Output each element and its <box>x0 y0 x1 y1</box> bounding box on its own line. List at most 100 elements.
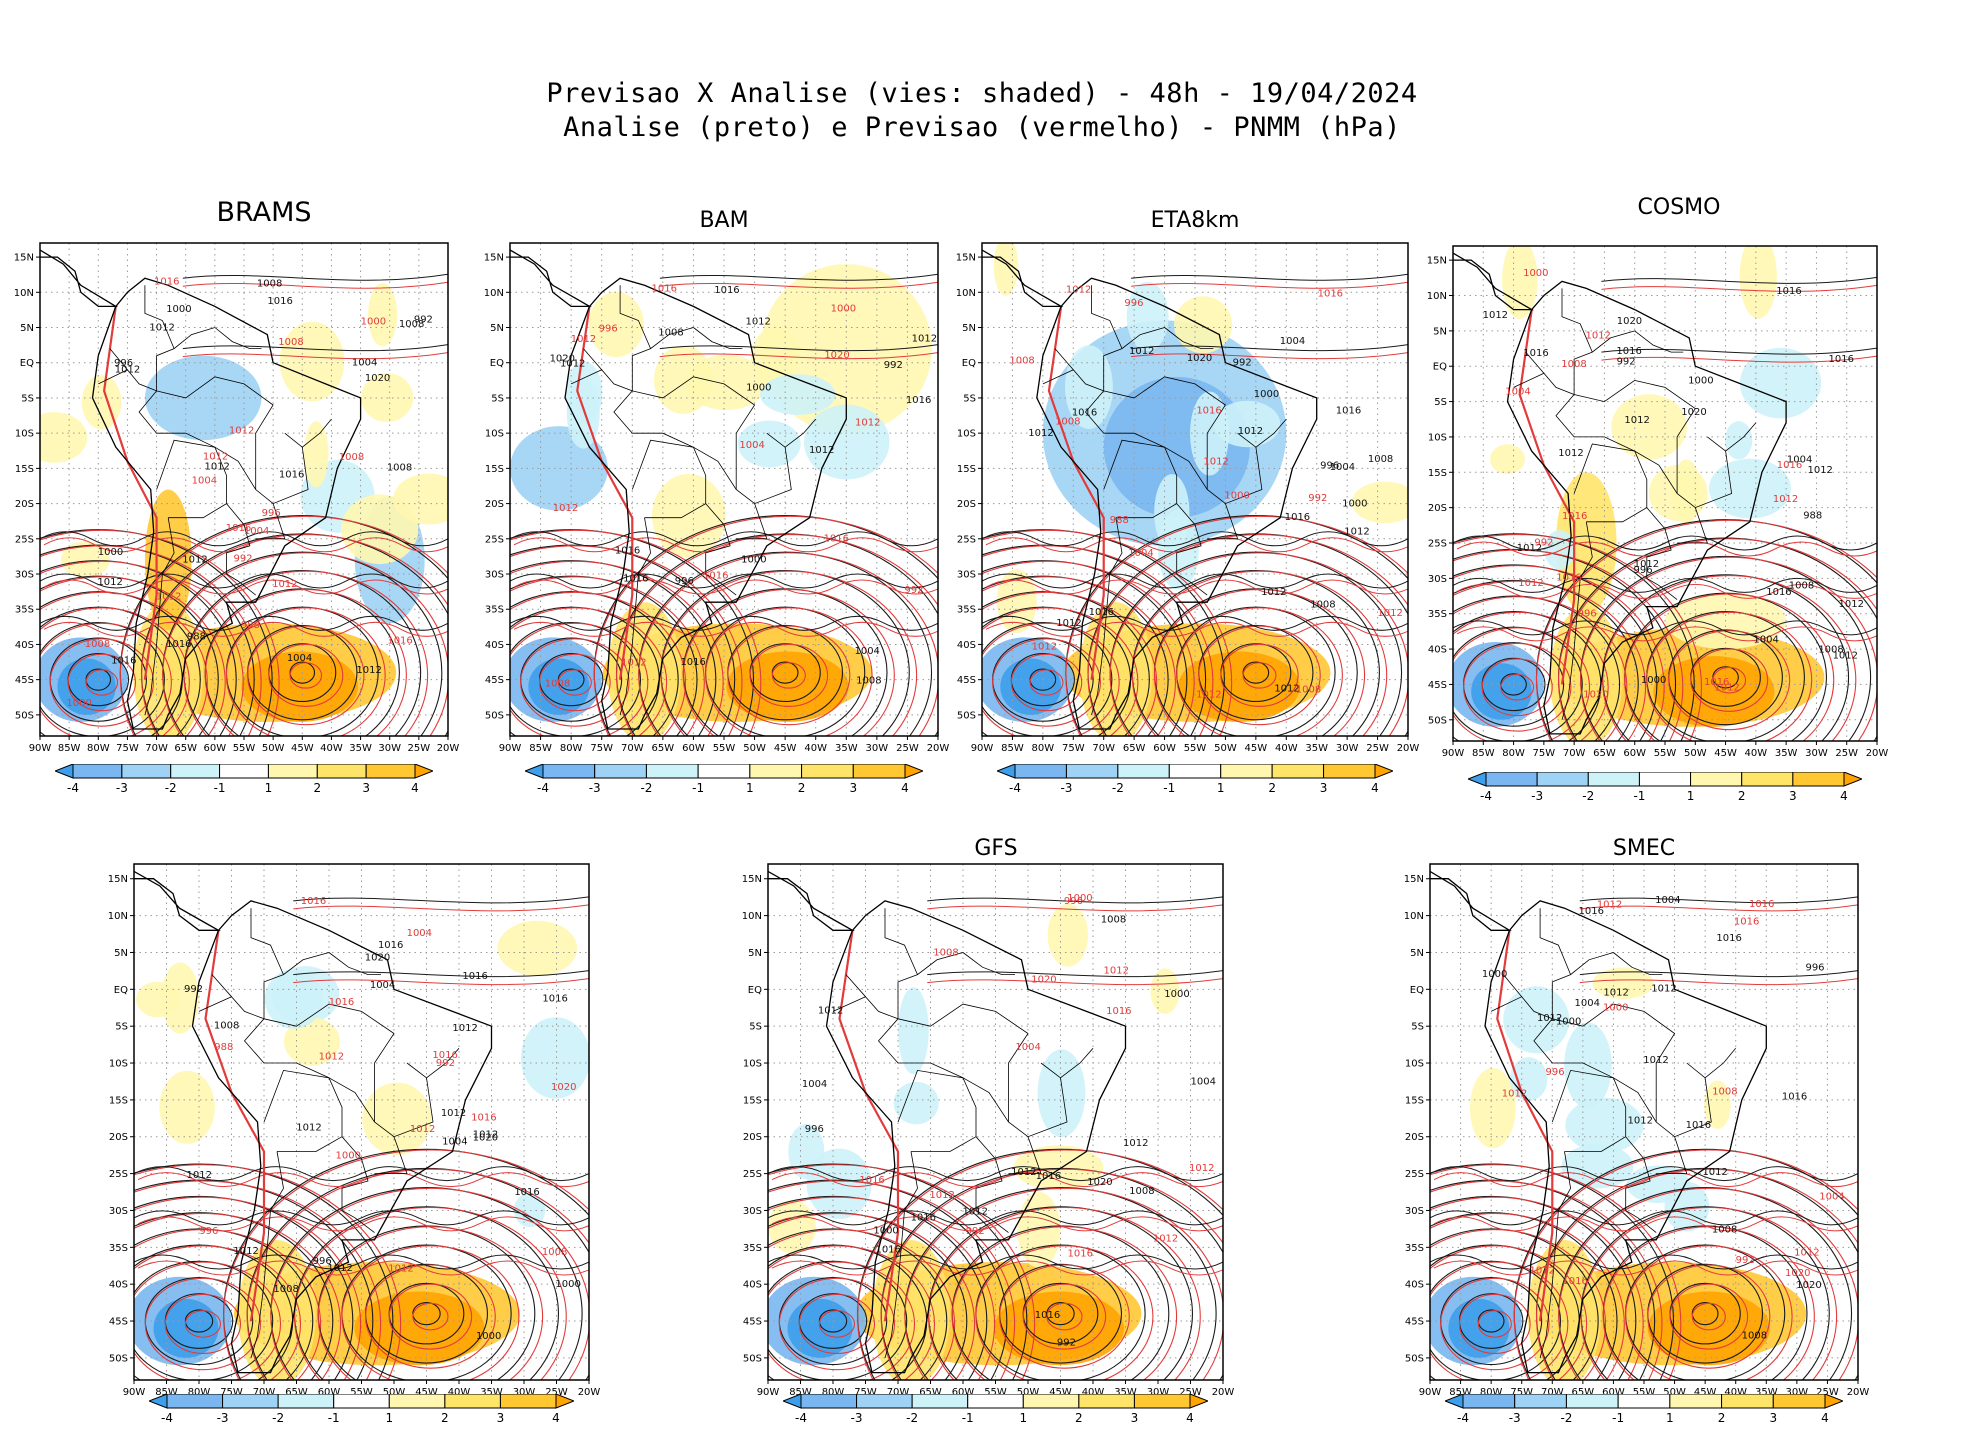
analysis-contour-label: 1012 <box>1603 988 1628 999</box>
forecast-contour-label: 992 <box>234 554 253 565</box>
colorbar-segment <box>1741 771 1794 787</box>
forecast-isobar <box>982 529 1233 736</box>
lon-label: 75W <box>590 743 613 754</box>
country-border <box>1539 1151 1572 1359</box>
lon-label: 40W <box>320 743 343 754</box>
country-border <box>302 418 332 448</box>
forecast-isobar <box>593 515 938 736</box>
colorbar-segment <box>365 763 416 779</box>
forecast-isobar <box>927 904 1223 912</box>
lon-label: 35W <box>349 743 372 754</box>
forecast-isobar <box>1580 556 1877 741</box>
lat-label: 5N <box>20 323 34 334</box>
analysis-contour-label: 1016 <box>1035 1310 1060 1321</box>
analysis-contour-label: 1012 <box>1483 310 1508 321</box>
lat-label: EQ <box>962 358 976 369</box>
forecast-isobar <box>975 1245 1154 1380</box>
forecast-contour-label: 1000 <box>361 317 386 328</box>
lat-label: 40S <box>1405 1280 1424 1291</box>
forecast-contour-label: 1004 <box>1819 1191 1844 1202</box>
forecast-contour-label: 1008 <box>85 639 110 650</box>
analysis-isobar <box>510 529 754 736</box>
analysis-isobar <box>982 544 1207 736</box>
analysis-contour-label: 1016 <box>714 285 739 296</box>
bias-shade <box>1490 444 1525 475</box>
forecast-contour-label: 1004 <box>1015 1042 1040 1053</box>
lon-label: 45W <box>1714 748 1737 759</box>
analysis-contour-label: 1016 <box>514 1187 539 1198</box>
analysis-contour-label: 1012 <box>204 462 229 473</box>
bias-shade <box>1565 1097 1644 1153</box>
forecast-contour-label: 1016 <box>1106 1006 1131 1017</box>
colorbar-segment <box>1014 763 1067 779</box>
lat-label: 5N <box>962 323 976 334</box>
bias-shade <box>1174 296 1233 354</box>
forecast-contour-label: 988 <box>214 1042 233 1053</box>
analysis-contour-label: 992 <box>884 360 903 371</box>
lat-label: 5S <box>21 393 34 404</box>
colorbar-segment <box>1374 763 1395 779</box>
lat-label: 5S <box>963 393 976 404</box>
country-border <box>328 952 381 975</box>
forecast-isobar <box>1453 549 1684 741</box>
colorbar-label: -1 <box>962 1411 974 1425</box>
bias-shade <box>893 1081 939 1125</box>
forecast-isobar <box>246 1168 589 1380</box>
analysis-contour-label: 1012 <box>327 1263 352 1274</box>
forecast-isobar <box>520 638 630 727</box>
forecast-isobar <box>985 537 1408 553</box>
country-border <box>897 1069 977 1152</box>
lon-label: 45W <box>1245 743 1268 754</box>
lat-label: 40S <box>485 640 504 651</box>
analysis-isobar <box>134 1163 394 1380</box>
lat-label: EQ <box>20 358 34 369</box>
forecast-isobar <box>293 904 589 912</box>
analysis-contour-label: 1012 <box>1261 587 1286 598</box>
country-border <box>1008 1136 1042 1175</box>
analysis-contour-label: 1004 <box>287 653 312 664</box>
forecast-isobar <box>1087 534 1408 736</box>
lon-label: 45W <box>1694 1387 1717 1398</box>
lat-label: 10S <box>957 429 976 440</box>
map-svg: 1012101610121012101210161016101210081004… <box>1404 863 1869 1398</box>
forecast-isobar <box>1433 1260 1858 1276</box>
country-border <box>583 348 603 371</box>
analysis-contour-label: 1012 <box>1129 346 1154 357</box>
country-border <box>1704 1048 1737 1079</box>
lon-label: 25W <box>1816 1387 1839 1398</box>
lat-label: 40S <box>109 1280 128 1291</box>
analysis-contour-label: 1012 <box>1558 448 1583 459</box>
analysis-contour-label: 1004 <box>1655 895 1680 906</box>
colorbar-label: -3 <box>1531 789 1543 803</box>
lat-label: 10S <box>743 1059 762 1070</box>
forecast-contour-label: 996 <box>262 508 281 519</box>
analysis-isobar <box>134 1260 274 1380</box>
panel-title-bam: BAM <box>699 208 749 233</box>
forecast-isobar <box>1481 658 1553 717</box>
bias-shade <box>1351 481 1408 524</box>
forecast-isobar <box>1430 1261 1569 1380</box>
country-border <box>705 503 737 596</box>
lon-label: 50W <box>262 743 285 754</box>
bias-shade <box>283 1017 340 1066</box>
forecast-contour-label: 1012 <box>229 426 254 437</box>
country-border <box>1525 351 1545 374</box>
analysis-isobar <box>1453 535 1877 551</box>
coastline <box>1453 252 1535 311</box>
colorbar-label: 2 <box>441 1411 449 1425</box>
lon-label: 90W <box>123 1387 146 1398</box>
forecast-contour-label: 1004 <box>1128 548 1153 559</box>
analysis-isobar <box>182 344 448 352</box>
lat-label: 5N <box>490 323 504 334</box>
lat-label: 25S <box>485 534 504 545</box>
analysis-contour-label: 1012 <box>1274 684 1299 695</box>
analysis-isobar <box>1430 1260 1562 1380</box>
forecast-contour-label: 1012 <box>1518 578 1543 589</box>
forecast-isobar <box>982 560 1195 736</box>
figure-title-line1: Previsao X Analise (vies: shaded) - 48h … <box>546 78 1418 109</box>
lon-label: 75W <box>220 1387 243 1398</box>
panel-title-smec: SMEC <box>1612 836 1676 861</box>
forecast-isobar <box>510 622 649 736</box>
forecast-contour-label: 996 <box>1124 298 1143 309</box>
forecast-contour-label: 1016 <box>1562 1276 1587 1287</box>
